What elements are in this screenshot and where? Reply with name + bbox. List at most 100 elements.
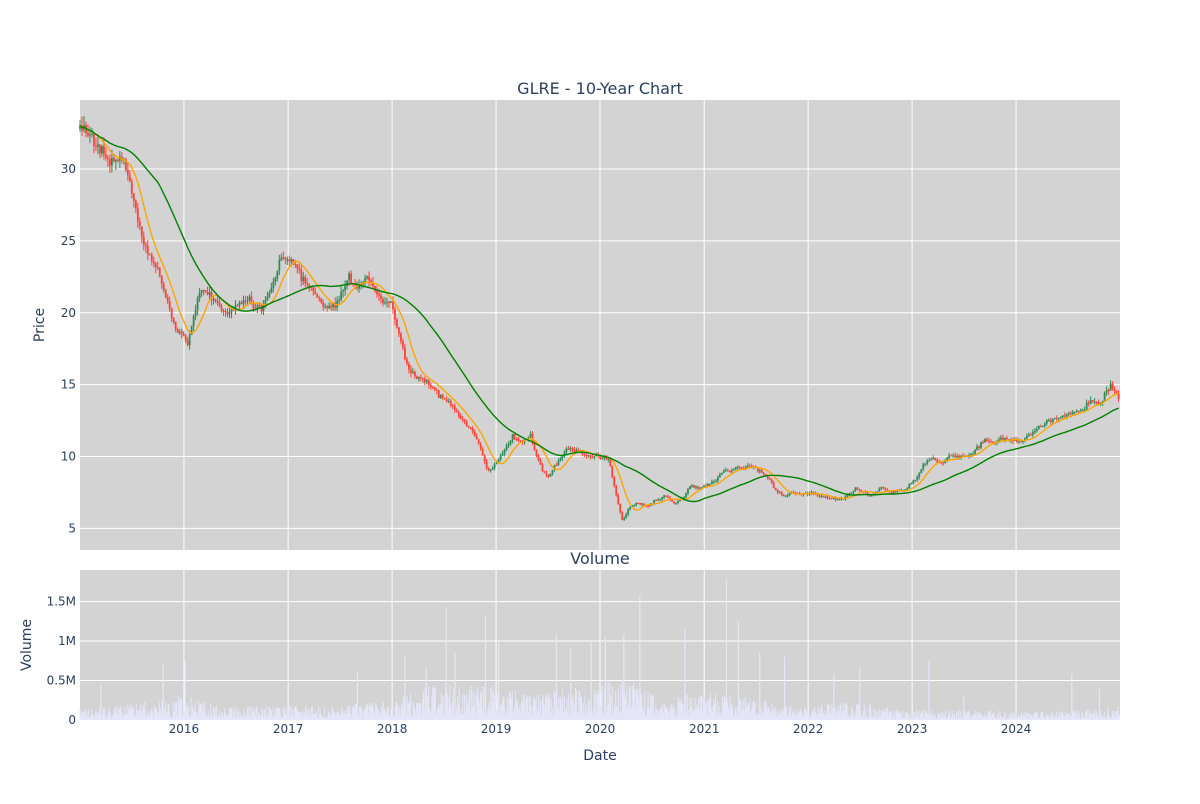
volume-bar: [434, 689, 436, 720]
volume-bar: [882, 712, 884, 720]
volume-bar: [621, 679, 623, 720]
volume-bar: [651, 696, 653, 720]
volume-bar: [619, 713, 621, 720]
volume-bar: [935, 718, 937, 720]
volume-bar: [240, 712, 242, 720]
volume-bar: [511, 690, 513, 720]
candle-body-down: [471, 427, 474, 432]
volume-bar: [841, 704, 843, 720]
volume-bar: [123, 707, 125, 720]
volume-bar: [949, 710, 951, 720]
candle-body-down: [543, 471, 546, 473]
candle-body-up: [1061, 415, 1064, 418]
volume-bar: [558, 710, 560, 720]
volume-bar: [546, 693, 548, 720]
volume-bar: [369, 705, 371, 720]
volume-bar: [257, 718, 259, 720]
volume-bar-spike: [555, 634, 558, 720]
volume-bar: [649, 709, 651, 720]
volume-bar: [146, 710, 148, 720]
volume-bar: [874, 710, 876, 720]
volume-bar: [892, 714, 894, 720]
volume-y-axis-label: Volume: [19, 619, 35, 671]
volume-bar: [707, 700, 709, 720]
volume-bar: [982, 715, 984, 720]
volume-bar: [969, 718, 971, 720]
volume-bar: [781, 710, 783, 720]
candle-body-up: [970, 454, 972, 456]
volume-bar: [1094, 709, 1096, 720]
volume-bar: [379, 715, 381, 720]
volume-bar: [306, 708, 308, 720]
volume-bar: [761, 710, 763, 720]
candle-body-down: [184, 335, 187, 341]
volume-bar: [1005, 718, 1007, 720]
volume-bar: [748, 705, 750, 720]
candle-body-down: [236, 305, 239, 307]
volume-bar: [280, 714, 282, 720]
volume-bar: [530, 706, 532, 720]
candle-body-down: [162, 283, 165, 291]
volume-bar: [486, 715, 488, 720]
candle-body-up: [653, 499, 656, 504]
volume-bar: [448, 697, 450, 720]
volume-bar: [348, 704, 350, 720]
volume-bar: [150, 712, 152, 720]
candle-body-up: [744, 467, 747, 469]
volume-bar: [838, 712, 840, 720]
volume-bar: [1025, 711, 1027, 720]
volume-bar: [924, 709, 926, 720]
volume-bar: [605, 711, 607, 720]
volume-bar: [527, 697, 529, 720]
volume-bar: [856, 705, 858, 720]
candle-body-up: [390, 301, 392, 303]
volume-bar: [329, 717, 331, 720]
volume-bar: [1084, 718, 1086, 720]
volume-bar: [878, 717, 880, 720]
volume-bar: [1009, 715, 1011, 720]
volume-bar: [959, 709, 961, 720]
candle-body-up: [497, 459, 500, 463]
candle-body-up: [840, 498, 843, 500]
volume-bar: [788, 712, 790, 720]
candle-body-up: [529, 434, 532, 437]
volume-bar: [344, 713, 346, 720]
volume-bar: [837, 709, 839, 720]
candle-body-down: [445, 399, 448, 402]
volume-bar: [564, 708, 566, 720]
candle-body-up: [689, 486, 691, 489]
volume-bar: [797, 710, 799, 720]
volume-bar: [467, 697, 469, 720]
volume-bar: [870, 711, 872, 720]
volume-bar: [802, 716, 804, 720]
volume-bar: [376, 707, 378, 720]
candle-body-up: [412, 371, 414, 373]
volume-bar: [686, 713, 688, 720]
volume-bar: [872, 716, 874, 720]
candle-body-down: [940, 462, 943, 464]
volume-bar: [948, 713, 950, 720]
volume-bar: [455, 714, 457, 720]
volume-bar: [683, 713, 685, 720]
candle-body-down: [334, 302, 337, 308]
volume-bar: [161, 699, 163, 720]
volume-bar: [1028, 713, 1030, 720]
volume-bar: [565, 709, 567, 720]
volume-bar: [627, 708, 629, 720]
volume-bar: [608, 703, 610, 720]
volume-bar: [977, 713, 979, 720]
volume-bar: [534, 698, 536, 720]
volume-bar: [731, 708, 733, 720]
candle-body-up: [425, 380, 428, 383]
volume-bar: [82, 711, 84, 720]
volume-bar: [595, 713, 597, 720]
volume-bar: [712, 705, 714, 720]
volume-bar: [297, 711, 299, 720]
volume-bar: [714, 704, 716, 720]
volume-bar: [334, 712, 336, 720]
volume-bar: [593, 694, 595, 720]
candle-body-down: [485, 461, 488, 469]
volume-bar: [316, 712, 318, 720]
volume-bar: [853, 717, 855, 720]
volume-bar: [349, 708, 351, 720]
